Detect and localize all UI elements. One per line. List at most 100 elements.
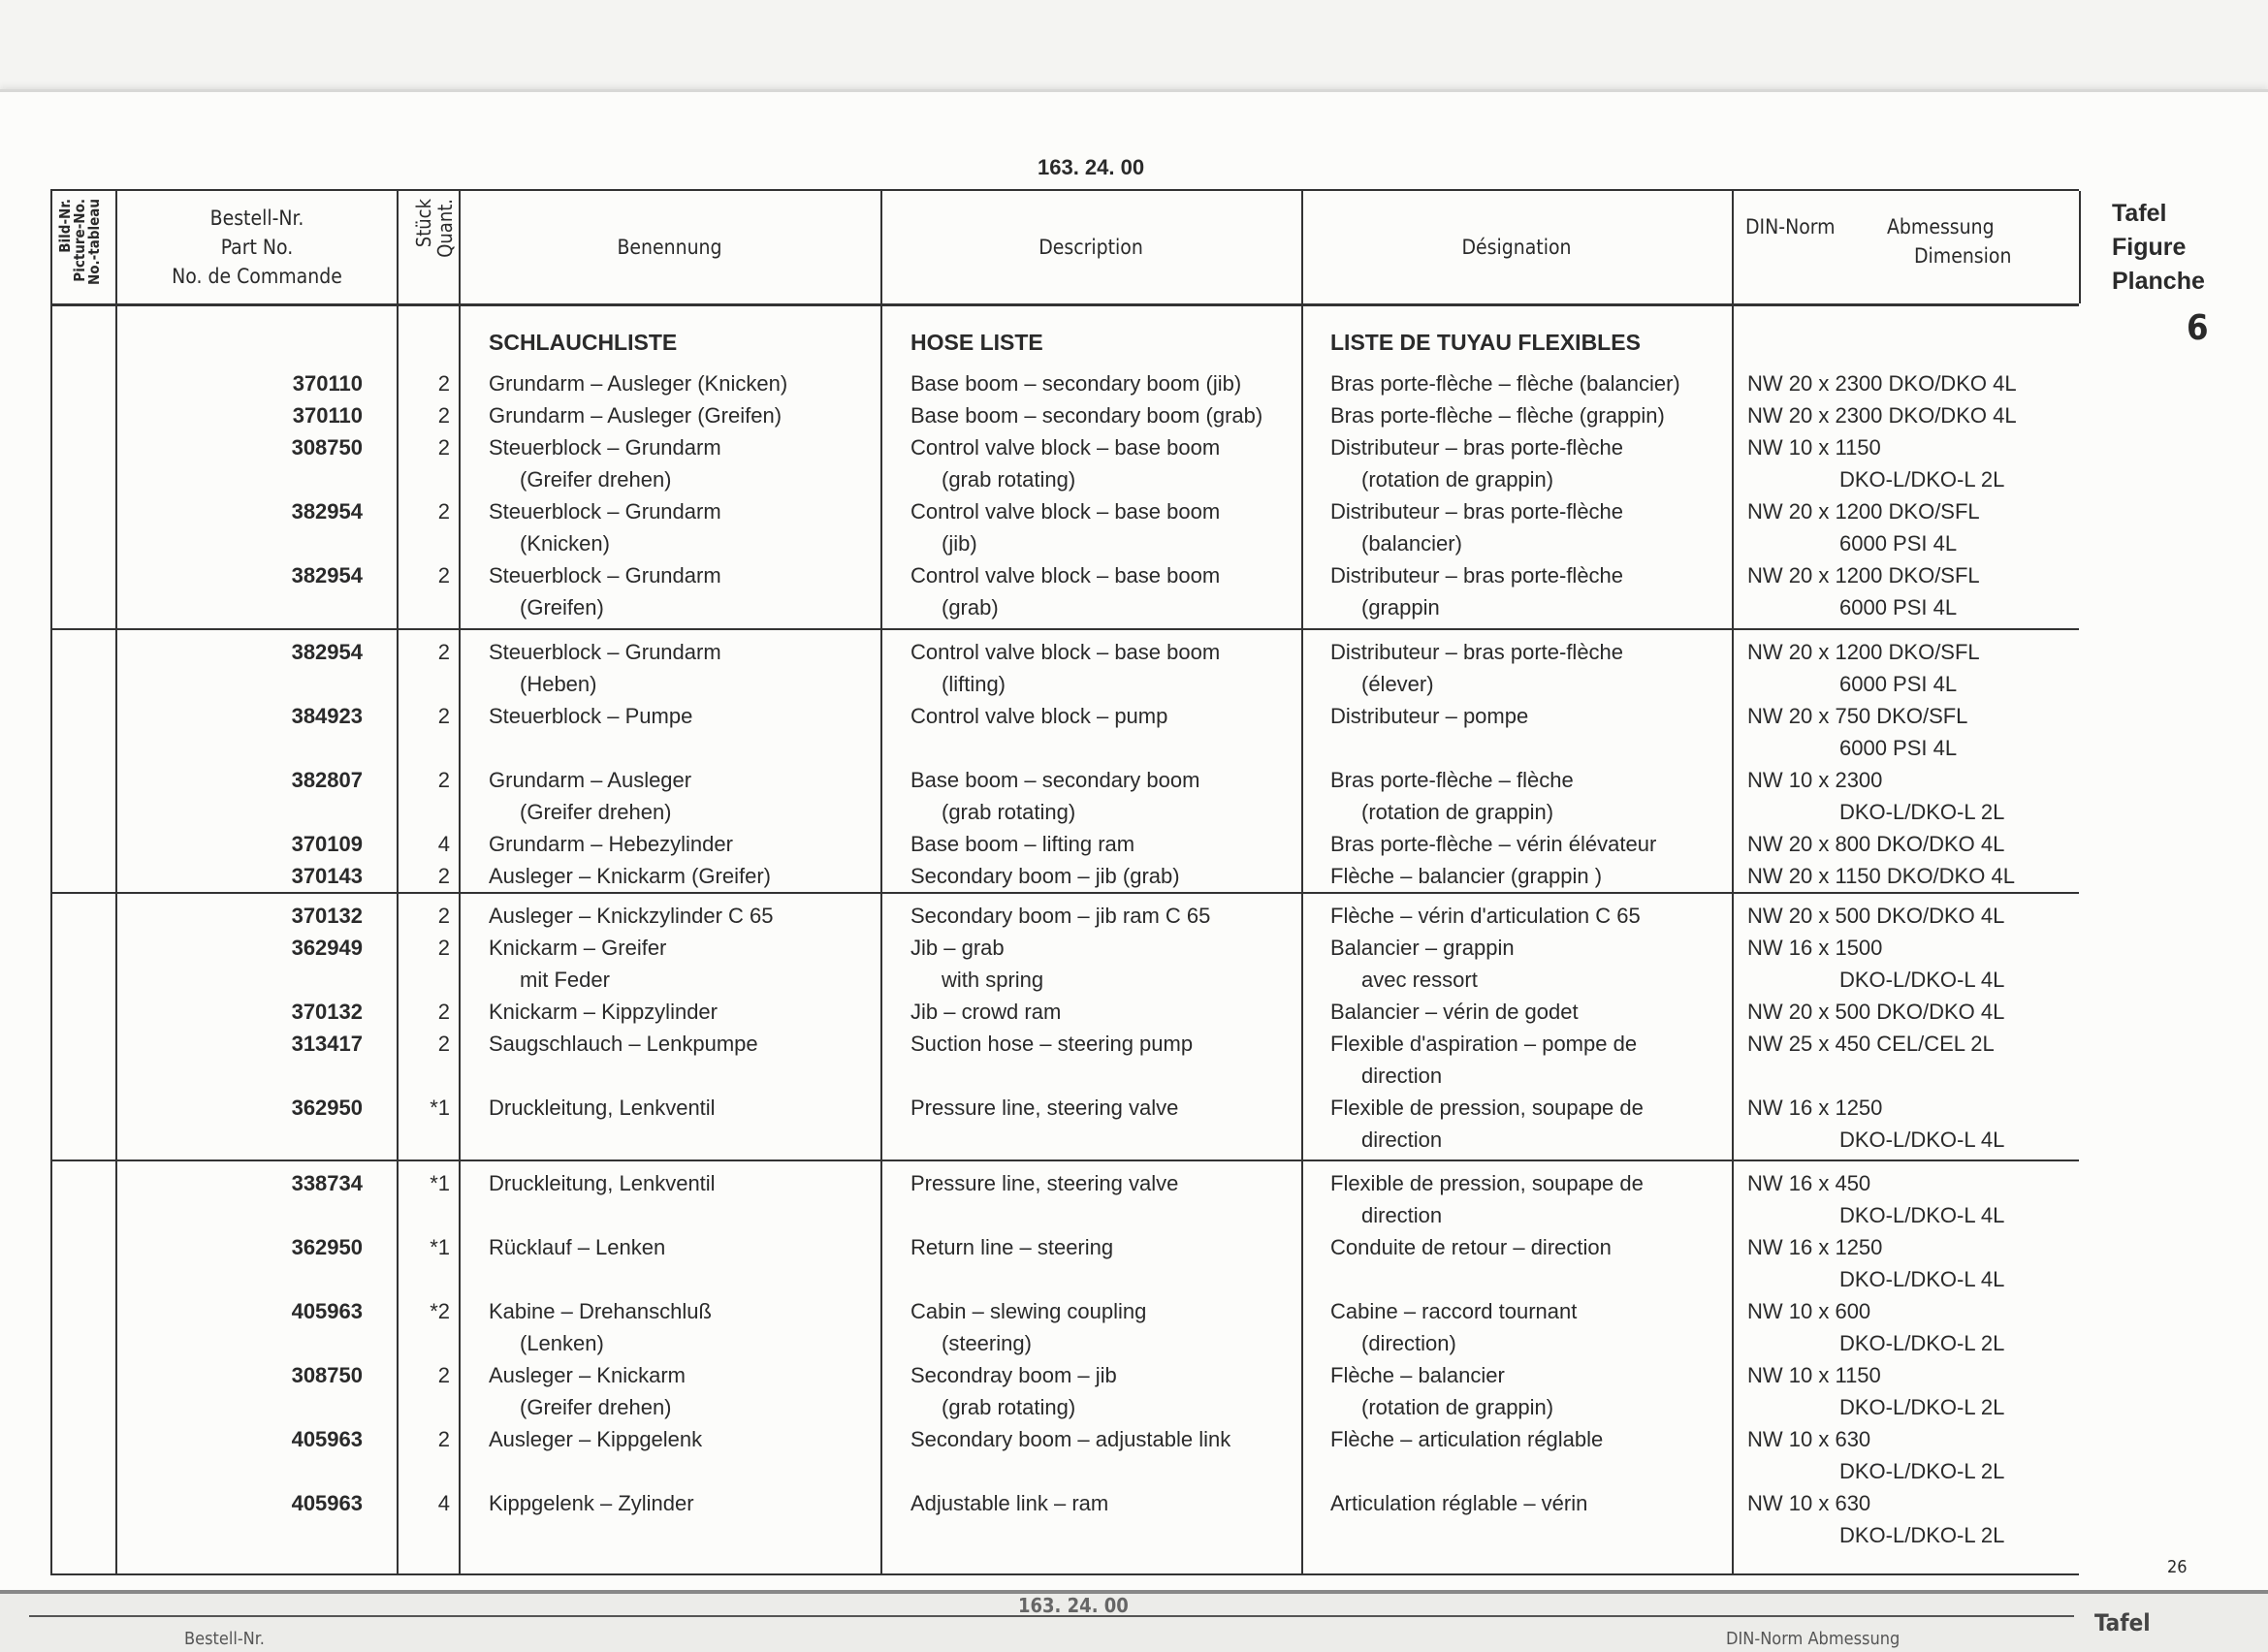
de-text: Saugschlauch – Lenkpumpe [489, 1032, 758, 1056]
fr-text: avec ressort [1361, 968, 1478, 992]
dim-text: NW 10 x 1150 [1747, 1363, 1881, 1387]
benennung-header: Benennung [617, 236, 722, 259]
fr-text: (grappin [1361, 595, 1440, 620]
fr-text: Bras porte-flèche – flèche (grappin) [1330, 403, 1665, 428]
en-text: Base boom – secondary boom (grab) [910, 403, 1263, 428]
quantity: 2 [437, 864, 450, 888]
table-header: Bild-Nr. Picture-No. No.-tableau Bestell… [52, 191, 2079, 306]
dim-text: NW 20 x 800 DKO/DKO 4L [1747, 832, 2005, 856]
de-text: Steuerblock – Grundarm [489, 563, 721, 588]
fr-text: (élever) [1361, 672, 1434, 696]
part-number: 370109 [291, 832, 363, 856]
quantity: 2 [437, 371, 450, 396]
en-text: Control valve block – base boom [910, 640, 1221, 664]
en-text: Return line – steering [910, 1235, 1114, 1259]
dim-text: DKO-L/DKO-L 2L [1839, 1459, 2005, 1483]
fr-text: Balancier – grappin [1330, 936, 1515, 960]
de-text: (Greifer drehen) [520, 467, 672, 492]
fr-text: Flexible de pression, soupape de [1330, 1171, 1644, 1195]
dim-text: NW 10 x 600 [1747, 1299, 1871, 1323]
picture-no-header: Bild-Nr. Picture-No. No.-tableau [56, 199, 103, 286]
de-text: Grundarm – Ausleger [489, 768, 692, 792]
part-number: 405963 [291, 1299, 363, 1323]
en-text: Pressure line, steering valve [910, 1096, 1179, 1120]
quantity: 4 [437, 832, 450, 856]
de-text: Grundarm – Ausleger (Greifen) [489, 403, 783, 428]
quantity: 2 [437, 1363, 450, 1387]
de-text: (Greifer drehen) [520, 1395, 672, 1419]
dim-text: DKO-L/DKO-L 4L [1839, 1128, 2005, 1152]
en-text: Jib – crowd ram [910, 1000, 1062, 1024]
fr-text: Bras porte-flèche – flèche [1330, 768, 1574, 792]
part-number: 370143 [291, 864, 363, 888]
en-text: Control valve block – base boom [910, 499, 1221, 524]
part-number: 382954 [291, 499, 363, 524]
en-text: Base boom – secondary boom (jib) [910, 371, 1242, 396]
de-text: Steuerblock – Grundarm [489, 499, 721, 524]
en-text: (grab rotating) [942, 1395, 1076, 1419]
next-page-edge: 163. 24. 00 Bestell-Nr. DIN-Norm Abmessu… [0, 1590, 2268, 1652]
en-text: Control valve block – base boom [910, 563, 1221, 588]
part-number: 362949 [291, 936, 363, 960]
de-text: Rücklauf – Lenken [489, 1235, 666, 1259]
quantity: 2 [437, 1000, 450, 1024]
part-number: 338734 [291, 1171, 363, 1195]
dim-text: NW 16 x 1250 [1747, 1235, 1883, 1259]
entry-group: SCHLAUCHLISTE HOSE LISTE LISTE DE TUYAU FL… [52, 303, 2079, 630]
dim-text: DKO-L/DKO-L 4L [1839, 968, 2005, 992]
quantity: 2 [437, 563, 450, 588]
quantity: *1 [430, 1235, 450, 1259]
fr-text: Distributeur – bras porte-flèche [1330, 499, 1624, 524]
plate-number: 6 [2187, 308, 2209, 348]
dim-text: NW 16 x 1500 [1747, 936, 1883, 960]
quantity: 2 [437, 936, 450, 960]
en-text: Control valve block – base boom [910, 435, 1221, 460]
fr-text: Flèche – balancier (grappin ) [1330, 864, 1603, 888]
quantity: 2 [437, 435, 450, 460]
page-reference: 163. 24. 00 [1038, 155, 1145, 179]
column-divider [1301, 191, 1303, 1573]
en-text: Pressure line, steering valve [910, 1171, 1179, 1195]
fr-text: (rotation de grappin) [1361, 1395, 1554, 1419]
quantity: 2 [437, 904, 450, 928]
de-text: (Greifen) [520, 595, 604, 620]
dim-text: NW 10 x 2300 [1747, 768, 1883, 792]
part-number: 370132 [291, 904, 363, 928]
part-number: 405963 [291, 1491, 363, 1515]
de-text: mit Feder [520, 968, 610, 992]
fr-text: (rotation de grappin) [1361, 467, 1554, 492]
entry-group: 370132 2 Ausleger – Knickzylinder C 65 Seco… [52, 892, 2079, 1161]
fr-text: Balancier – vérin de godet [1330, 1000, 1579, 1024]
en-text: Secondray boom – jib [910, 1363, 1117, 1387]
fr-text: Articulation réglable – vérin [1330, 1491, 1588, 1515]
dim-text: DKO-L/DKO-L 4L [1839, 1267, 2005, 1291]
part-number: 370110 [292, 403, 363, 428]
en-text: Secondary boom – adjustable link [910, 1427, 1231, 1451]
de-text: Ausleger – Kippgelenk [489, 1427, 703, 1451]
dim-text: DKO-L/DKO-L 2L [1839, 1523, 2005, 1547]
de-text: Knickarm – Greifer [489, 936, 667, 960]
dim-text: 6000 PSI 4L [1839, 595, 1958, 620]
column-divider [115, 191, 117, 1573]
part-number: 382954 [291, 563, 363, 588]
page-number: 26 [2167, 1557, 2188, 1577]
en-text: (grab rotating) [942, 800, 1076, 824]
part-number: 382807 [291, 768, 363, 792]
dim-text: DKO-L/DKO-L 2L [1839, 467, 2005, 492]
part-number: 362950 [291, 1096, 363, 1120]
fr-text: (rotation de grappin) [1361, 800, 1554, 824]
de-text: Grundarm – Hebezylinder [489, 832, 733, 856]
title-fr: LISTE DE TUYAU FLEXIBLES [1330, 330, 1641, 355]
dim-text: NW 20 x 1200 DKO/SFL [1747, 563, 1980, 588]
column-divider [459, 191, 461, 1573]
de-text: (Knicken) [520, 531, 610, 556]
entry-group: 338734 *1 Druckleitung, Lenkventil Pressure… [52, 1160, 2079, 1577]
quantity: 2 [437, 768, 450, 792]
part-number: 370110 [292, 371, 363, 396]
quantity: 2 [437, 1032, 450, 1056]
fr-text: Conduite de retour – direction [1330, 1235, 1612, 1259]
quantity: 2 [437, 499, 450, 524]
fr-text: (balancier) [1361, 531, 1462, 556]
dimension-header: DIN-Norm Abmessung Dimension [1745, 215, 2012, 268]
en-text: Control valve block – pump [910, 704, 1168, 728]
